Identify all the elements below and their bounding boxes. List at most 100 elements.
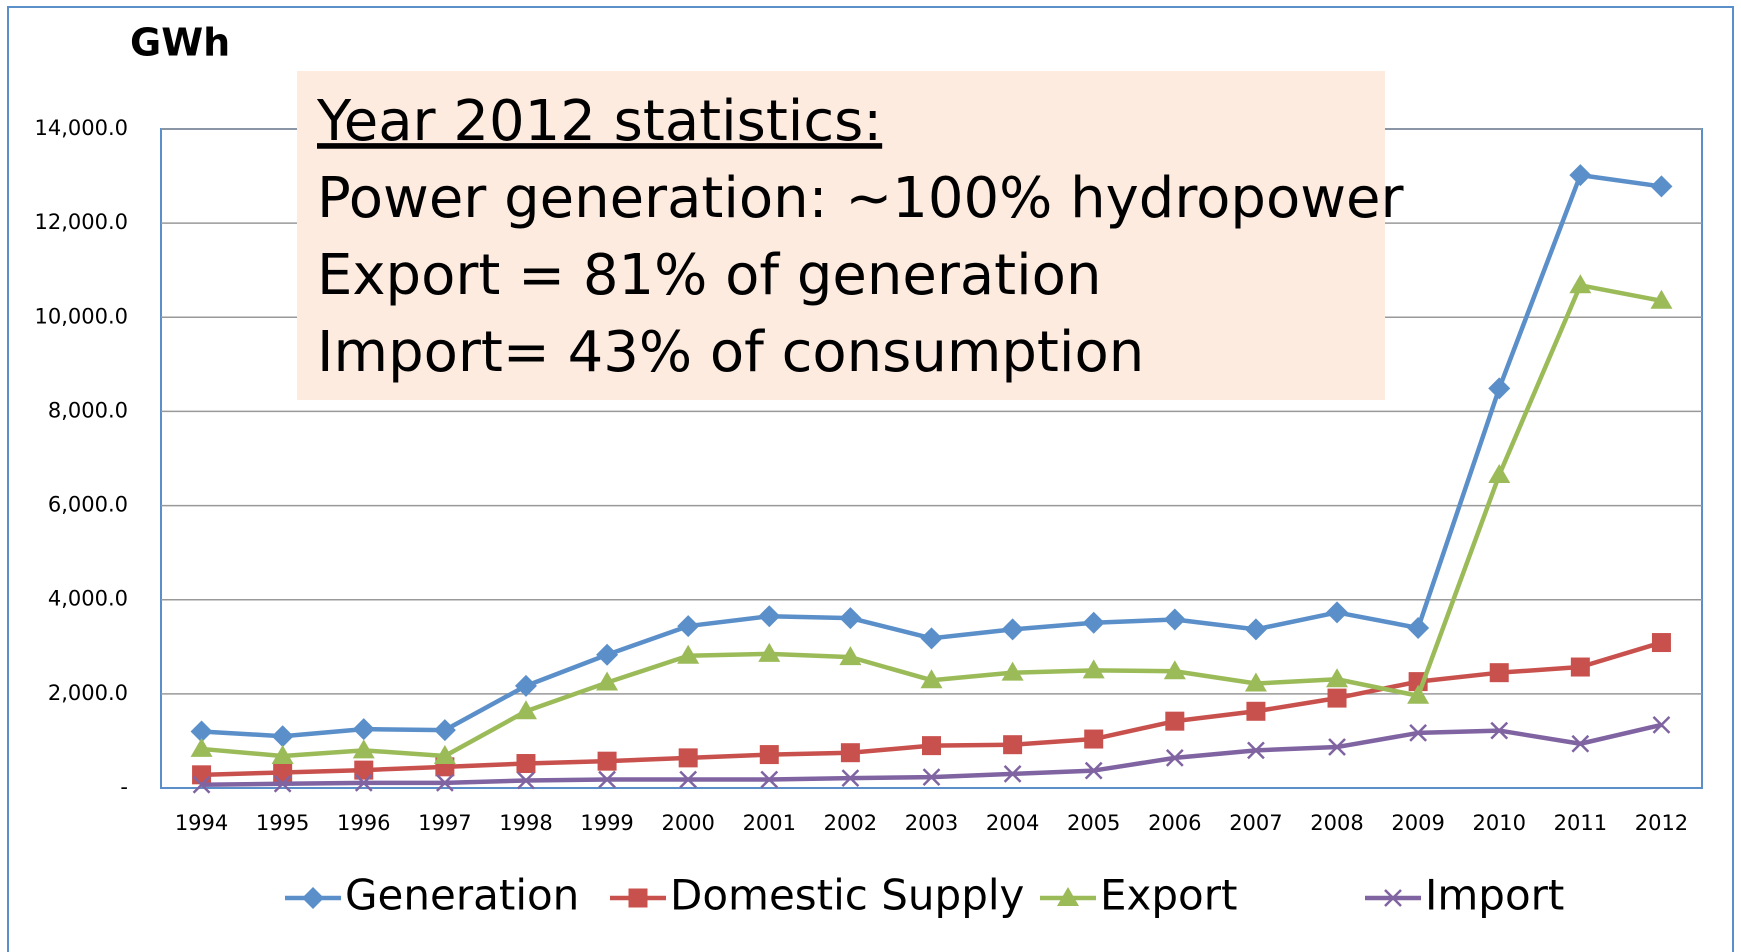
point bbox=[678, 748, 698, 768]
point bbox=[433, 744, 456, 764]
point bbox=[192, 775, 211, 794]
point bbox=[192, 765, 212, 785]
point bbox=[1488, 377, 1511, 400]
point bbox=[1163, 660, 1186, 680]
point bbox=[1165, 711, 1185, 731]
point bbox=[435, 773, 454, 792]
point bbox=[1650, 289, 1673, 309]
y-tick-label: 2,000.0 bbox=[48, 681, 128, 705]
x-tick-label: 1997 bbox=[418, 811, 471, 835]
point bbox=[598, 770, 616, 789]
y-axis-label: GWh bbox=[130, 21, 230, 65]
x-tick-label: 2004 bbox=[986, 811, 1039, 835]
annotation-text: Import= 43% of consumption bbox=[317, 320, 1144, 385]
point bbox=[1163, 608, 1186, 631]
point bbox=[190, 737, 213, 757]
y-tick-label: - bbox=[120, 775, 128, 799]
point bbox=[271, 744, 294, 764]
x-tick-label: 2007 bbox=[1229, 811, 1282, 835]
x-tick-label: 1998 bbox=[499, 811, 552, 835]
point bbox=[1326, 668, 1349, 688]
point bbox=[922, 736, 941, 756]
point bbox=[1082, 659, 1105, 679]
point bbox=[271, 725, 294, 748]
point bbox=[1001, 661, 1024, 681]
point bbox=[352, 739, 375, 759]
point bbox=[1247, 741, 1265, 760]
point bbox=[1328, 738, 1346, 756]
point bbox=[1082, 611, 1105, 634]
annotation-text: Export = 81% of generation bbox=[317, 243, 1101, 308]
point bbox=[679, 770, 698, 789]
x-tick-label: 2010 bbox=[1473, 811, 1526, 835]
point bbox=[514, 674, 537, 697]
point bbox=[1003, 764, 1022, 783]
legend-label: Generation bbox=[345, 871, 579, 920]
point bbox=[352, 718, 375, 741]
point bbox=[273, 774, 292, 793]
point bbox=[1244, 618, 1267, 641]
point bbox=[1488, 463, 1511, 483]
annotation-box bbox=[297, 71, 1385, 400]
x-tick-label: 2001 bbox=[743, 811, 796, 835]
x-tick-label: 1995 bbox=[256, 811, 309, 835]
point bbox=[273, 762, 293, 782]
point bbox=[758, 642, 781, 662]
point bbox=[1570, 657, 1590, 677]
point bbox=[1326, 601, 1349, 624]
y-tick-label: 6,000.0 bbox=[48, 493, 128, 517]
annotation-text: Power generation: ~100% hydropower bbox=[317, 166, 1404, 231]
point bbox=[516, 754, 536, 774]
point bbox=[839, 646, 862, 666]
point bbox=[920, 627, 943, 650]
point bbox=[1246, 701, 1266, 721]
x-tick-label: 2006 bbox=[1148, 811, 1201, 835]
point bbox=[354, 760, 374, 780]
x-tick-label: 1996 bbox=[337, 811, 390, 835]
point bbox=[1003, 735, 1023, 755]
point bbox=[759, 745, 779, 765]
x-tick-label: 1994 bbox=[175, 811, 228, 835]
point bbox=[1651, 633, 1671, 653]
legend-marker bbox=[1384, 889, 1402, 907]
legend-label: Export bbox=[1100, 871, 1237, 920]
point bbox=[760, 770, 779, 789]
point bbox=[922, 768, 941, 787]
x-tick-label: 2011 bbox=[1554, 811, 1607, 835]
point bbox=[677, 615, 700, 638]
point bbox=[514, 700, 537, 720]
point bbox=[517, 771, 535, 790]
x-tick-label: 2009 bbox=[1391, 811, 1444, 835]
point bbox=[677, 644, 700, 664]
y-tick-label: 8,000.0 bbox=[48, 398, 128, 422]
point bbox=[597, 751, 617, 771]
point bbox=[1650, 175, 1673, 198]
point bbox=[1490, 721, 1509, 740]
point bbox=[840, 743, 860, 763]
point bbox=[596, 671, 619, 691]
point bbox=[1244, 672, 1267, 692]
point bbox=[758, 605, 781, 628]
point bbox=[1407, 684, 1430, 704]
point bbox=[190, 720, 213, 743]
point bbox=[1489, 663, 1509, 683]
x-tick-label: 2000 bbox=[661, 811, 714, 835]
x-tick-label: 2002 bbox=[824, 811, 877, 835]
point bbox=[1084, 761, 1103, 780]
point bbox=[1652, 716, 1671, 734]
point bbox=[1165, 748, 1184, 767]
point bbox=[839, 607, 862, 630]
legend-label: Domestic Supply bbox=[670, 871, 1024, 920]
point bbox=[1407, 616, 1430, 639]
point bbox=[1084, 729, 1104, 749]
y-tick-label: 12,000.0 bbox=[34, 210, 128, 234]
point bbox=[1569, 274, 1592, 294]
x-tick-label: 2008 bbox=[1310, 811, 1363, 835]
annotation-text: Year 2012 statistics: bbox=[316, 89, 882, 154]
point bbox=[354, 773, 373, 792]
legend-marker bbox=[1057, 887, 1079, 906]
y-tick-label: 14,000.0 bbox=[34, 116, 128, 140]
point bbox=[1569, 164, 1592, 187]
x-tick-label: 2005 bbox=[1067, 811, 1120, 835]
